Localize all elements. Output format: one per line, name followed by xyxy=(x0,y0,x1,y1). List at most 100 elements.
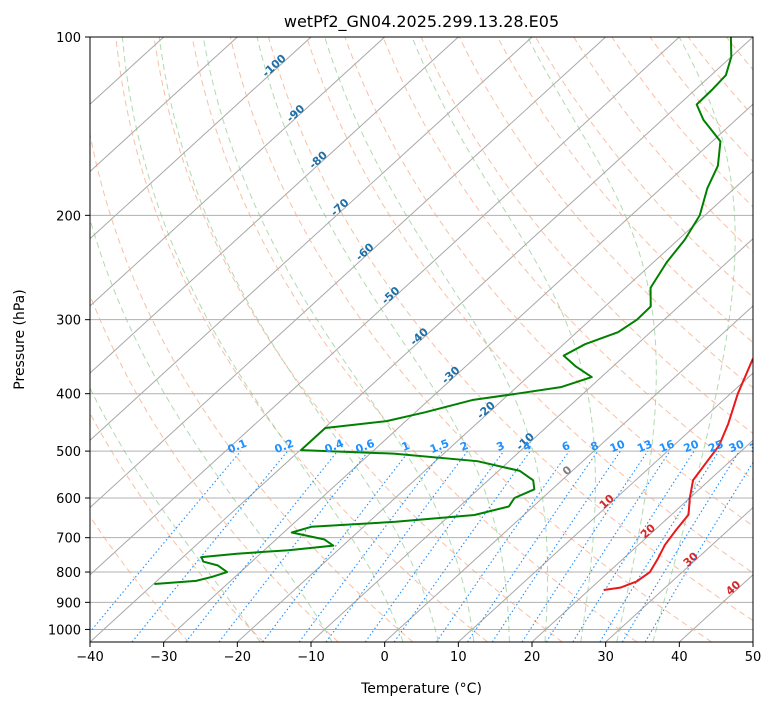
isotherm-line xyxy=(605,506,753,642)
warm-isotherm-label: 40 xyxy=(723,578,743,598)
dry-adiabat xyxy=(535,37,753,298)
plot-area: -100 -90 -80 -70 -60 -50 -40 -30 -20 -10… xyxy=(90,37,775,642)
isotherm-line xyxy=(457,372,753,642)
isotherm-line xyxy=(90,37,607,509)
moist-adiabat xyxy=(158,37,439,642)
dry-adiabat xyxy=(496,37,753,344)
dry-adiabat xyxy=(573,37,753,253)
mixing-ratio-line xyxy=(521,450,649,642)
y-tick-label: 700 xyxy=(56,532,81,547)
y-tick-label: 500 xyxy=(56,445,81,460)
y-tick-label: 100 xyxy=(56,31,81,46)
mixing-ratio-line xyxy=(393,450,531,642)
dry-adiabat xyxy=(725,37,753,71)
mixing-ratio-label: 13 xyxy=(635,438,654,456)
mixing-ratio-line xyxy=(90,450,242,633)
mixing-ratio-label: 1.5 xyxy=(428,437,451,456)
mixing-ratio-line xyxy=(364,450,505,642)
moist-adiabat xyxy=(202,37,475,642)
moist-adiabat xyxy=(90,217,333,642)
chart-title: wetPf2_GN04.2025.299.13.28.E05 xyxy=(284,12,559,32)
dry-adiabat xyxy=(765,37,775,642)
dry-adiabat xyxy=(268,37,753,622)
y-axis: 100 200 300 400 500 600 700 800 900 1000 xyxy=(48,31,90,638)
isotherm-label: -50 xyxy=(379,284,403,307)
mixing-ratio-label: 10 xyxy=(608,437,627,455)
dry-adiabat xyxy=(306,37,753,574)
isotherm-line xyxy=(236,170,753,642)
mixing-ratio-label: 2 xyxy=(458,439,470,454)
isotherm-label: -40 xyxy=(407,325,431,348)
moist-adiabat xyxy=(324,37,549,642)
y-tick-label: 200 xyxy=(56,209,81,224)
mixing-ratio-line xyxy=(545,450,671,642)
x-tick-label: −40 xyxy=(76,650,103,665)
dry-adiabat xyxy=(649,37,753,163)
moist-adiabat xyxy=(256,37,510,642)
isotherm-line xyxy=(163,103,753,642)
dry-adiabat xyxy=(90,515,190,642)
mixing-ratio-label: 1 xyxy=(400,439,412,454)
warm-isotherm-label: 10 xyxy=(597,492,617,512)
dry-adiabat xyxy=(191,37,638,642)
x-axis: −40 −30 −20 −10 0 10 20 30 40 50 xyxy=(76,642,761,665)
mixing-ratio-line xyxy=(185,450,338,642)
moist-adiabat xyxy=(121,37,404,642)
dry-adiabat xyxy=(153,37,563,642)
sounding-series xyxy=(154,37,753,592)
mixing-ratio-label: 36 xyxy=(748,437,767,455)
mixing-ratio-label: 0.1 xyxy=(226,437,249,456)
mixing-ratio-label: 20 xyxy=(682,437,701,455)
isotherm-line xyxy=(90,37,312,240)
isotherm-line xyxy=(90,37,680,576)
moist-adiabats xyxy=(90,37,736,642)
x-tick-label: 0 xyxy=(381,650,389,665)
mixing-ratio-line xyxy=(298,450,444,642)
isotherm-line xyxy=(752,641,753,642)
mixing-ratio-line xyxy=(218,450,369,642)
x-tick-label: 20 xyxy=(524,650,541,665)
moist-adiabat xyxy=(652,37,736,642)
mixing-ratio-line xyxy=(467,450,599,642)
dry-adiabat xyxy=(687,37,753,117)
plot-frame xyxy=(89,36,754,643)
x-tick-label: −20 xyxy=(224,650,251,665)
y-tick-label: 800 xyxy=(56,566,81,581)
mixing-ratio-line xyxy=(435,450,570,642)
sounding-line xyxy=(154,37,733,585)
x-tick-label: 30 xyxy=(597,650,614,665)
isotherm-line xyxy=(90,37,753,642)
isotherm-label: -90 xyxy=(284,102,308,125)
isotherm-label: -20 xyxy=(474,399,498,422)
mixing-ratio-label: 25 xyxy=(706,438,725,456)
isotherm-line xyxy=(384,305,753,642)
mixing-ratio-line xyxy=(131,450,289,642)
isotherm-label: -100 xyxy=(260,52,289,80)
x-tick-label: 40 xyxy=(671,650,688,665)
mixing-ratio-line xyxy=(262,450,410,642)
isotherm-line xyxy=(90,37,533,442)
mixing-ratio-label: 30 xyxy=(727,437,746,455)
skewed-isotherms xyxy=(90,37,753,642)
mixing-ratio-line xyxy=(621,450,740,642)
y-axis-title: Pressure (hPa) xyxy=(12,289,28,389)
mixing-ratio-line xyxy=(572,450,695,642)
isotherm-label: -60 xyxy=(353,240,377,263)
mixing-ratio-label: 6 xyxy=(560,439,572,454)
y-tick-label: 1000 xyxy=(48,623,81,638)
dry-adiabat xyxy=(90,412,264,642)
x-tick-label: 50 xyxy=(745,650,762,665)
sounding-line xyxy=(603,357,753,592)
mixing-ratio-label: 0.2 xyxy=(273,437,296,456)
x-tick-label: −30 xyxy=(150,650,177,665)
mixing-ratio-label: 0.4 xyxy=(323,437,346,456)
dry-adiabats xyxy=(90,37,775,642)
isotherm-line xyxy=(90,37,238,173)
y-tick-label: 600 xyxy=(56,492,81,507)
warm-isotherm-label: 30 xyxy=(681,549,701,569)
moist-adiabat xyxy=(411,37,596,642)
mixing-ratio-lines xyxy=(90,450,753,642)
dry-adiabat xyxy=(344,37,753,527)
x-axis-title: Temperature (°C) xyxy=(360,681,482,697)
